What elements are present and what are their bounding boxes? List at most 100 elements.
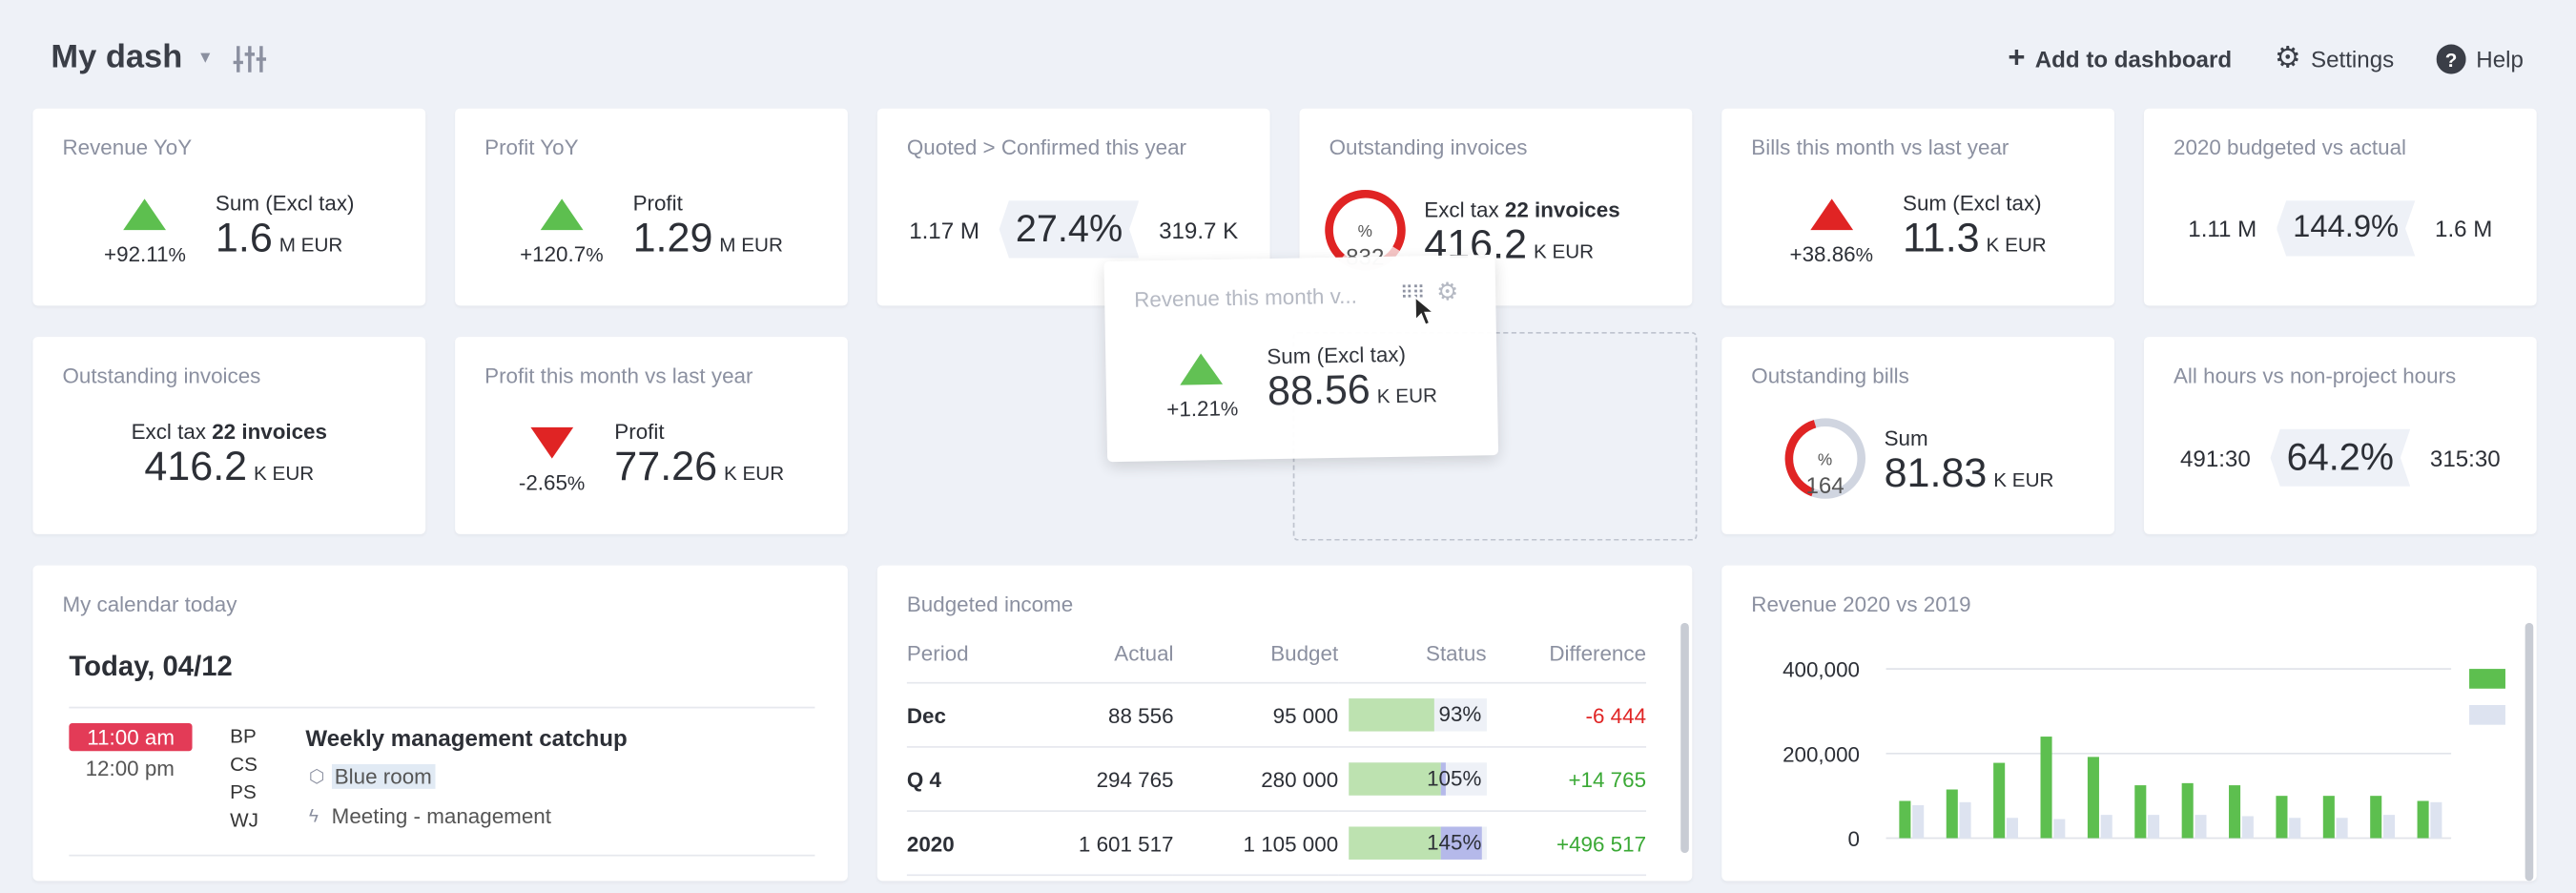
budget-cell: 95 000 [1173,682,1339,748]
help-button[interactable]: ? Help [2436,43,2524,73]
trend-up-icon [1809,198,1853,231]
kpi-unit: K EUR [254,462,315,486]
widget-budgeted-income[interactable]: Budgeted income Period Actual Budget Sta… [876,565,1693,882]
widget-revenue-month-dragging[interactable]: Revenue this month v... ⠿⠿ ⚙ +1.21% Sum … [1103,254,1499,463]
ratio-percent: 144.9% [2277,200,2415,257]
widget-outstanding-bills[interactable]: Outstanding bills 164% Sum 81.83 K EUR [1721,337,2114,534]
table-row[interactable]: Q 4 294 765 280 000 105% +14 765 [906,746,1647,812]
column-header: Status [1338,637,1487,684]
kpi-number: 1.29 [632,215,713,261]
kpi-label: Excl tax [1424,197,1505,222]
scrollbar[interactable] [1680,622,1689,854]
widget-outstanding-invoices-2[interactable]: Outstanding invoices Excl tax 22 invoice… [32,337,426,534]
bar-2020 [1993,762,2006,839]
chevron-down-icon[interactable]: ▼ [196,49,214,68]
bar-2020 [1899,800,1911,839]
y-tick-label: 200,000 [1783,742,1860,766]
widget-budget-2020[interactable]: 2020 budgeted vs actual 1.11 M 144.9% 1.… [2143,108,2537,306]
kpi-value: Excl tax 22 invoices 416.2 K EUR [132,419,327,494]
widget-profit-month[interactable]: Profit this month vs last year -2.65% Pr… [455,337,848,534]
widget-title: Revenue YoY [62,135,193,160]
bar-2019 [1959,801,1971,839]
trend-unit: % [586,242,604,267]
budget-cell: 280 000 [1173,746,1339,812]
widget-title: Profit YoY [484,135,579,160]
trend-indicator: +1.21% [1165,353,1239,422]
add-to-dashboard-label: Add to dashboard [2034,45,2233,72]
bar-2019 [2148,815,2160,839]
column-header: Period [906,637,1022,684]
widget-revenue-chart[interactable]: Revenue 2020 vs 2019 400,000 200,000 0 [1721,565,2537,882]
table-row[interactable]: 2020 1 601 517 1 105 000 145% +496 517 [906,811,1647,877]
plus-icon: + [2008,41,2026,74]
kpi-unit: K EUR [1993,467,2054,492]
status-bar-overflow [1440,826,1482,860]
kpi-label: Sum [1884,426,1928,450]
widget-title: Revenue this month v... [1133,282,1358,312]
trend-value: +92.11 [104,241,169,267]
cube-icon: ⬡ [308,767,325,788]
bar-2019 [2241,816,2254,839]
add-to-dashboard-button[interactable]: + Add to dashboard [2008,41,2232,75]
trend-value: +1.21 [1166,395,1222,422]
status-bar: 93% [1348,698,1487,732]
trend-value: +38.86 [1789,241,1856,267]
kpi-label-count: 22 invoices [212,419,327,445]
initials: PS [230,780,257,804]
event-title[interactable]: Weekly management catchup [305,724,628,752]
gear-icon[interactable]: ⚙ [1435,278,1459,307]
difference-cell: +14 765 [1486,746,1647,812]
divider [69,706,815,709]
kpi-label-count: 22 invoices [1504,197,1620,222]
status-bar-overflow [1440,762,1446,796]
svg-text:?: ? [2445,49,2458,71]
donut-unit: % [1357,223,1372,242]
y-tick-label: 0 [1848,827,1860,851]
kpi-label: Excl tax [131,419,213,445]
initials: BP [230,724,257,748]
dashboard-title[interactable]: My dash ▼ [51,39,213,77]
status-value: 93% [1438,701,1482,727]
kpi-value: Profit 77.26 K EUR [614,419,784,494]
widget-calendar[interactable]: My calendar today Today, 04/12 11:00 am … [32,565,848,882]
scrollbar[interactable] [2524,622,2534,882]
widget-bills-month[interactable]: Bills this month vs last year +38.86% Su… [1721,108,2114,306]
kpi-block: -2.65% Profit 77.26 K EUR [455,419,848,494]
revenue-bar-chart: 400,000 200,000 0 [1783,658,2505,851]
widget-title: Outstanding invoices [62,363,261,388]
donut-unit: % [1817,451,1833,470]
kpi-number: 11.3 [1903,215,1980,261]
widget-title: Budgeted income [906,592,1074,616]
ratio-block: 491:30 64.2% 315:30 [2144,429,2537,487]
table-row[interactable]: Dec 88 556 95 000 93% -6 444 [906,682,1647,748]
bar-2019 [2053,819,2066,839]
actual-cell: 88 556 [1021,682,1174,748]
settings-button[interactable]: ⚙ Settings [2275,41,2394,75]
bar-2019 [2430,801,2442,839]
widget-hours[interactable]: All hours vs non-project hours 491:30 64… [2143,337,2537,534]
kpi-block: +1.21% Sum (Excl tax) 88.56 K EUR [1105,340,1497,422]
bar-2019 [2382,815,2396,839]
widget-title: 2020 budgeted vs actual [2173,135,2407,160]
period-cell: 2020 [906,811,1022,877]
donut-value: 164 [1805,471,1844,498]
help-label: Help [2476,45,2524,72]
actual-cell: 1 601 517 [1021,811,1174,877]
widget-title: My calendar today [62,592,237,616]
bar-2020 [2134,785,2147,839]
widget-revenue-yoy[interactable]: Revenue YoY +92.11% Sum (Excl tax) 1.6 M … [32,108,426,306]
budget-table: Period Actual Budget Status Difference D… [906,637,1647,877]
widget-profit-yoy[interactable]: Profit YoY +120.7% Profit 1.29 M EUR [455,108,848,306]
sliders-icon[interactable] [232,41,268,77]
kpi-number: 77.26 [614,444,718,490]
bar-2019 [2336,818,2348,839]
event-location: ⬡ Blue room [308,764,436,789]
widget-quoted-confirmed[interactable]: Quoted > Confirmed this year 1.17 M 27.4… [876,108,1270,306]
event-room[interactable]: Blue room [331,764,436,789]
widget-title: Outstanding bills [1751,363,1909,388]
bar-2019 [1912,804,1925,839]
kpi-unit: K EUR [1533,239,1595,263]
kpi-unit: M EUR [719,233,783,257]
trend-up-icon [540,198,584,231]
widget-title: Outstanding invoices [1329,135,1528,160]
